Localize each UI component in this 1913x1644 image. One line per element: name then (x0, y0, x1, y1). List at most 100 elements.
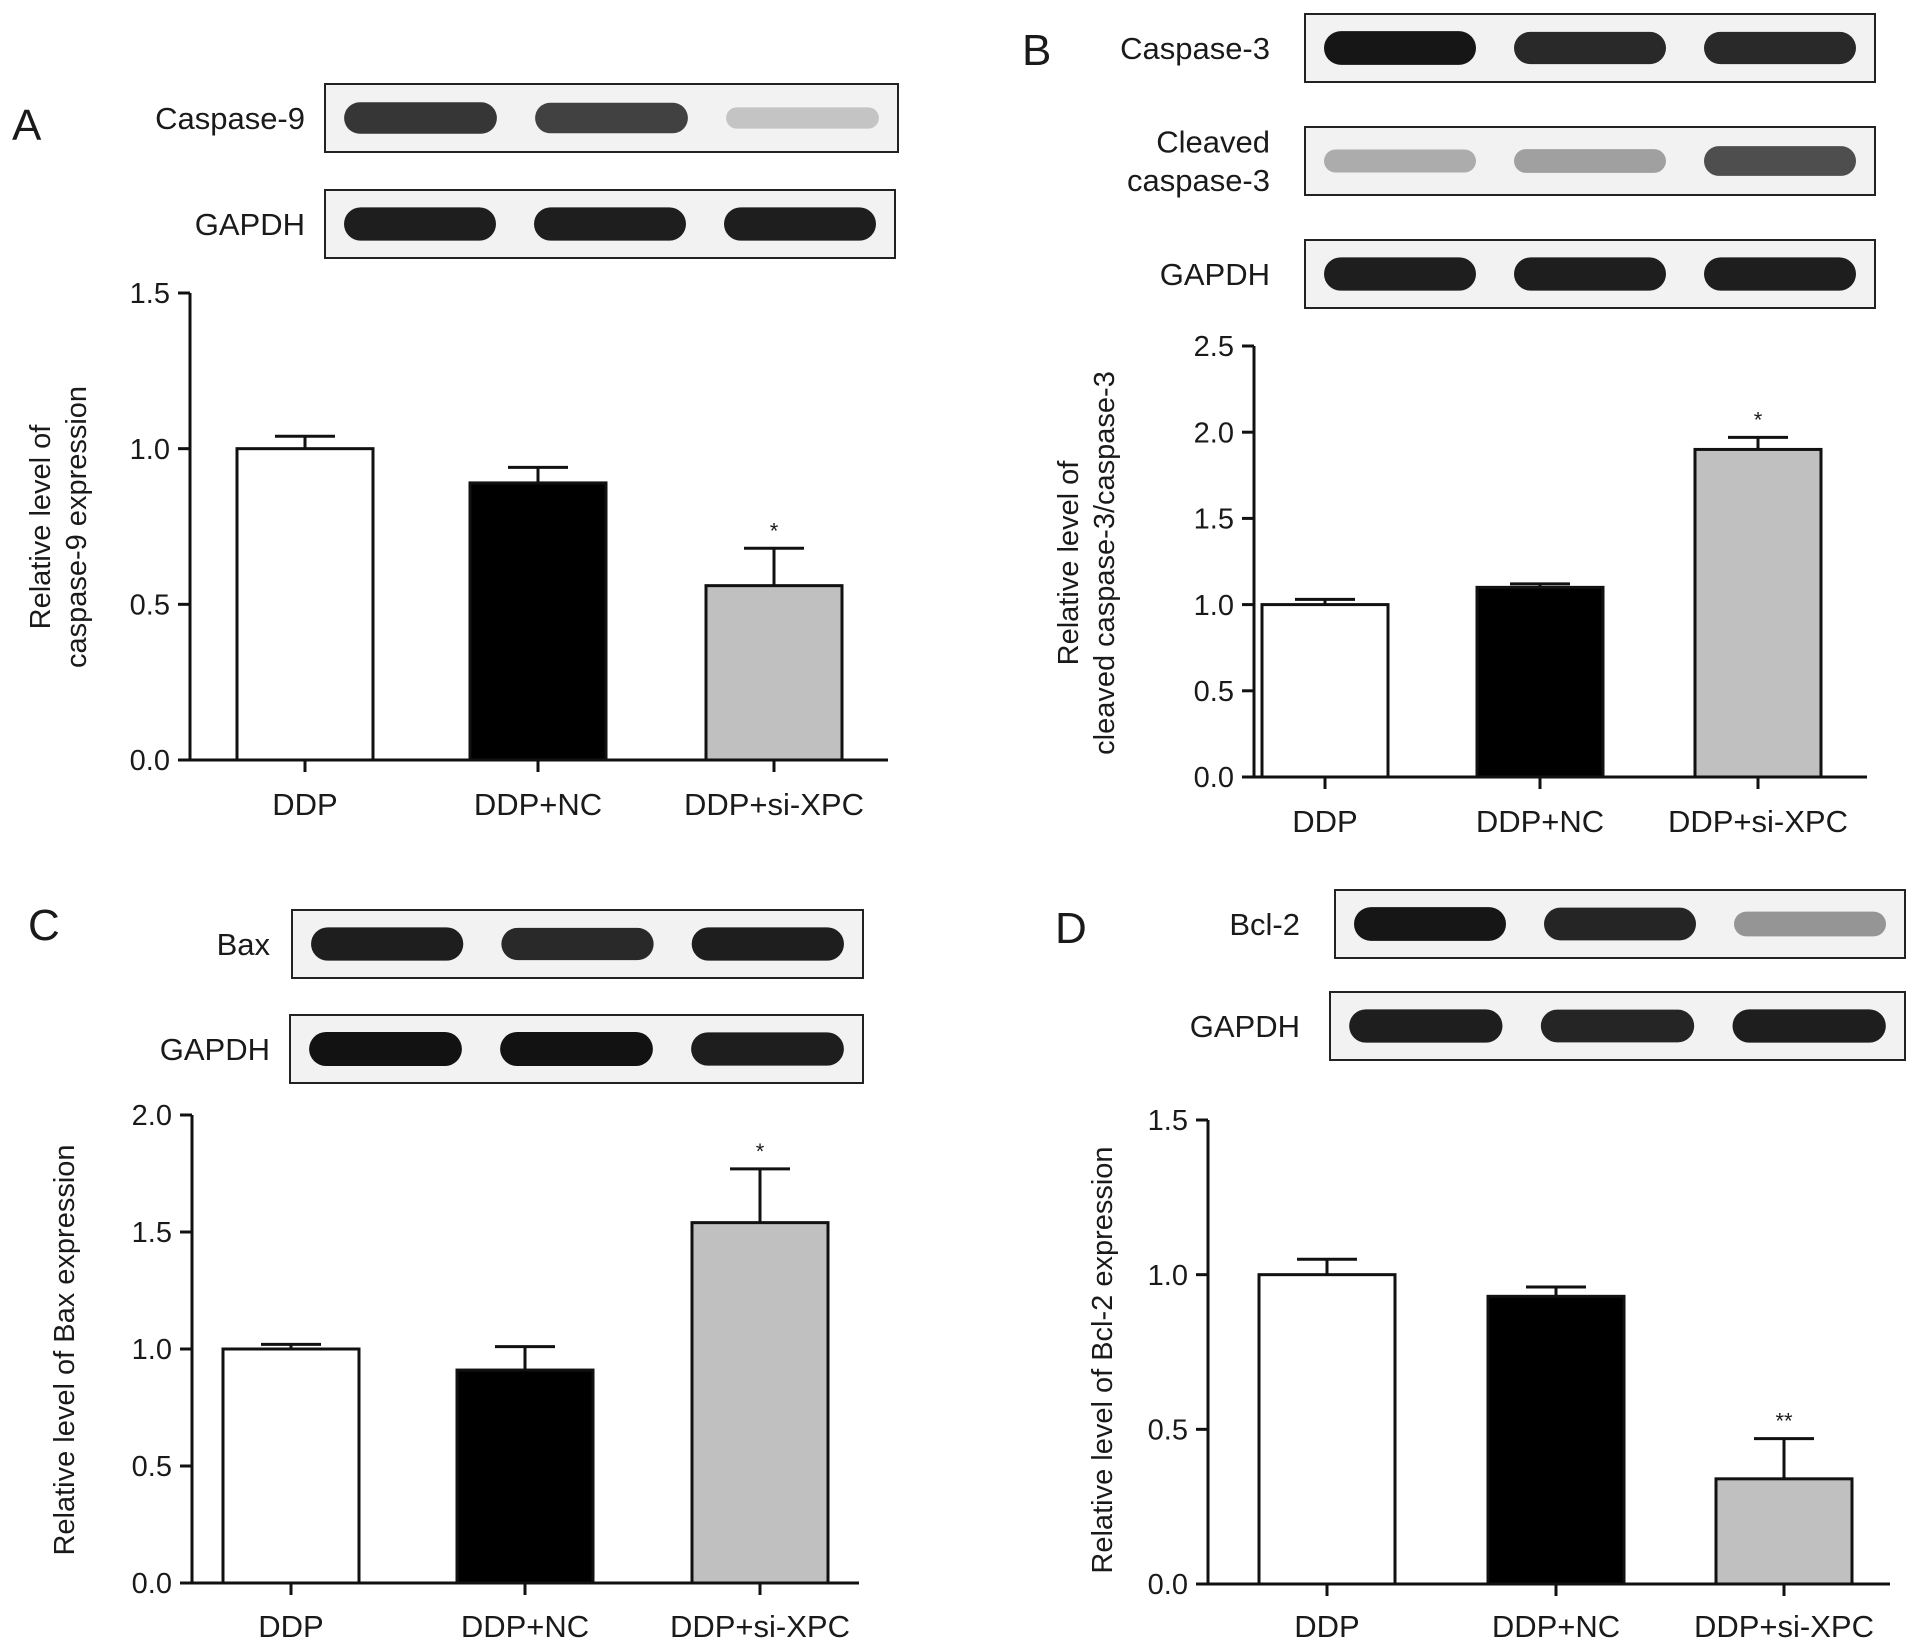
band-d-0-2 (1734, 911, 1886, 937)
y-tick-label-c-4: 2.0 (132, 1100, 172, 1132)
panel-c: C Bax GAPDH 0.0 0.5 1.0 1.5 2.0 Relative level… (28, 901, 864, 1644)
y-tick-label-c-0: 0.0 (132, 1568, 172, 1600)
significance-b-2: * (1754, 407, 1763, 432)
band-a-1-1 (534, 207, 686, 241)
y-axis-label-a-1: caspase-9 expression (61, 386, 93, 668)
bar-b-2 (1693, 447, 1823, 779)
blot-b-2: GAPDH (1160, 239, 1876, 309)
category-label-a-2: DDP+si-XPC (684, 787, 864, 822)
blot-b-1: Cleaved caspase-3 (1127, 124, 1876, 198)
panel-d: D Bcl-2 GAPDH 0.0 0.5 1.0 1.5 Relative level … (1055, 889, 1906, 1644)
category-label-a-1: DDP+NC (474, 787, 602, 822)
y-tick-label-b-0: 0.0 (1194, 762, 1234, 794)
y-axis-label-b-1: cleaved caspase-3/caspase-3 (1089, 371, 1121, 755)
category-label-d-2: DDP+si-XPC (1694, 1609, 1874, 1644)
band-a-1-2 (724, 207, 876, 241)
category-label-a-0: DDP (272, 787, 337, 822)
bar-d-2 (1714, 1477, 1854, 1586)
blot-label-d-0-0: Bcl-2 (1229, 907, 1300, 942)
blot-label-b-2-0: GAPDH (1160, 257, 1270, 292)
significance-c-2: * (756, 1139, 765, 1164)
band-b-1-2 (1704, 146, 1856, 176)
blot-c-1: GAPDH (160, 1014, 864, 1084)
y-tick-label-d-2: 1.0 (1148, 1260, 1188, 1292)
blot-b-0: Caspase-3 (1120, 13, 1876, 83)
category-label-d-1: DDP+NC (1492, 1609, 1620, 1644)
panel-letter-a: A (12, 101, 42, 150)
y-tick-label-c-3: 1.5 (132, 1217, 172, 1249)
blot-label-b-0-0: Caspase-3 (1120, 31, 1270, 66)
y-tick-label-c-1: 0.5 (132, 1451, 172, 1483)
bar-chart-b: 0.0 0.5 1.0 1.5 2.0 2.5 Relative level of cleav… (1053, 331, 1867, 839)
panel-letter-d: D (1055, 904, 1087, 953)
bar-a-2 (704, 584, 844, 762)
bar-a-0 (235, 447, 375, 762)
significance-a-2: * (770, 518, 779, 543)
band-c-1-1 (500, 1032, 653, 1066)
western-blots-b: Caspase-3 Cleaved caspase-3 GAPDH (1120, 13, 1876, 309)
bar-chart-d: 0.0 0.5 1.0 1.5 Relative level of Bcl-2 expr… (1087, 1105, 1890, 1644)
western-blots-c: Bax GAPDH (160, 909, 864, 1084)
band-c-1-0 (309, 1032, 462, 1066)
blot-d-0: Bcl-2 (1229, 889, 1906, 959)
band-a-0-2 (726, 107, 879, 129)
blot-label-a-0-0: Caspase-9 (155, 101, 305, 136)
panel-letter-b: B (1022, 26, 1051, 75)
y-tick-label-b-4: 2.0 (1194, 417, 1234, 449)
band-c-0-2 (691, 927, 844, 961)
y-tick-label-d-3: 1.5 (1148, 1105, 1188, 1137)
y-tick-label-d-1: 0.5 (1148, 1414, 1188, 1446)
category-label-b-1: DDP+NC (1476, 804, 1604, 839)
bar-d-0 (1257, 1273, 1397, 1586)
bar-b-0 (1260, 603, 1390, 779)
bar-b-1 (1475, 585, 1605, 779)
western-blots-a: Caspase-9 GAPDH (155, 83, 899, 259)
blot-label-a-1-0: GAPDH (195, 207, 305, 242)
band-b-2-1 (1514, 257, 1666, 291)
bar-chart-c: 0.0 0.5 1.0 1.5 2.0 Relative level of Bax exp… (49, 1100, 859, 1644)
band-a-1-0 (344, 207, 496, 241)
blot-label-d-1-0: GAPDH (1190, 1009, 1300, 1044)
y-axis-label-d-0: Relative level of Bcl-2 expression (1087, 1146, 1119, 1573)
y-tick-label-a-3: 1.5 (130, 278, 170, 310)
panel-a: A Caspase-9 GAPDH 0.0 0.5 1.0 1.5 Relative le… (12, 83, 899, 822)
band-c-1-2 (691, 1032, 844, 1066)
band-d-0-0 (1354, 907, 1506, 941)
bar-c-0 (221, 1347, 361, 1585)
significance-d-2: ** (1775, 1409, 1793, 1434)
y-tick-label-b-3: 1.5 (1194, 504, 1234, 536)
y-tick-label-b-2: 1.0 (1194, 590, 1234, 622)
bar-d-1 (1486, 1294, 1626, 1586)
bar-a-1 (468, 481, 608, 762)
blot-c-0: Bax (217, 909, 864, 979)
bar-c-1 (455, 1368, 595, 1585)
y-axis-label-a-0: Relative level of (25, 424, 57, 630)
blot-a-1: GAPDH (195, 189, 896, 259)
band-d-1-1 (1540, 1009, 1695, 1043)
panel-b: B Caspase-3 Cleaved caspase-3 GAPDH 0.0 0.5 1… (1022, 13, 1876, 839)
y-tick-label-c-2: 1.0 (132, 1334, 172, 1366)
blot-label-c-0-0: Bax (217, 927, 271, 962)
y-tick-label-a-2: 1.0 (130, 434, 170, 466)
band-b-2-0 (1324, 257, 1476, 291)
blot-d-1: GAPDH (1190, 991, 1906, 1061)
y-tick-label-b-5: 2.5 (1194, 331, 1234, 363)
band-b-2-2 (1704, 257, 1856, 291)
blot-label-b-1-1: caspase-3 (1127, 163, 1270, 198)
y-tick-label-d-0: 0.0 (1148, 1569, 1188, 1601)
western-blots-d: Bcl-2 GAPDH (1190, 889, 1906, 1061)
band-d-1-2 (1732, 1009, 1886, 1043)
band-b-0-1 (1514, 31, 1666, 65)
category-label-c-0: DDP (258, 1609, 323, 1644)
category-label-d-0: DDP (1294, 1609, 1359, 1644)
band-b-0-0 (1324, 31, 1476, 65)
category-label-c-1: DDP+NC (461, 1609, 589, 1644)
band-d-1-0 (1349, 1009, 1503, 1043)
y-tick-label-a-1: 0.5 (130, 589, 170, 621)
band-c-0-1 (501, 927, 654, 961)
category-label-c-2: DDP+si-XPC (670, 1609, 850, 1644)
blot-label-c-1-0: GAPDH (160, 1032, 270, 1067)
bar-chart-a: 0.0 0.5 1.0 1.5 Relative level of caspase-9 e… (25, 278, 888, 822)
blot-a-0: Caspase-9 (155, 83, 899, 153)
